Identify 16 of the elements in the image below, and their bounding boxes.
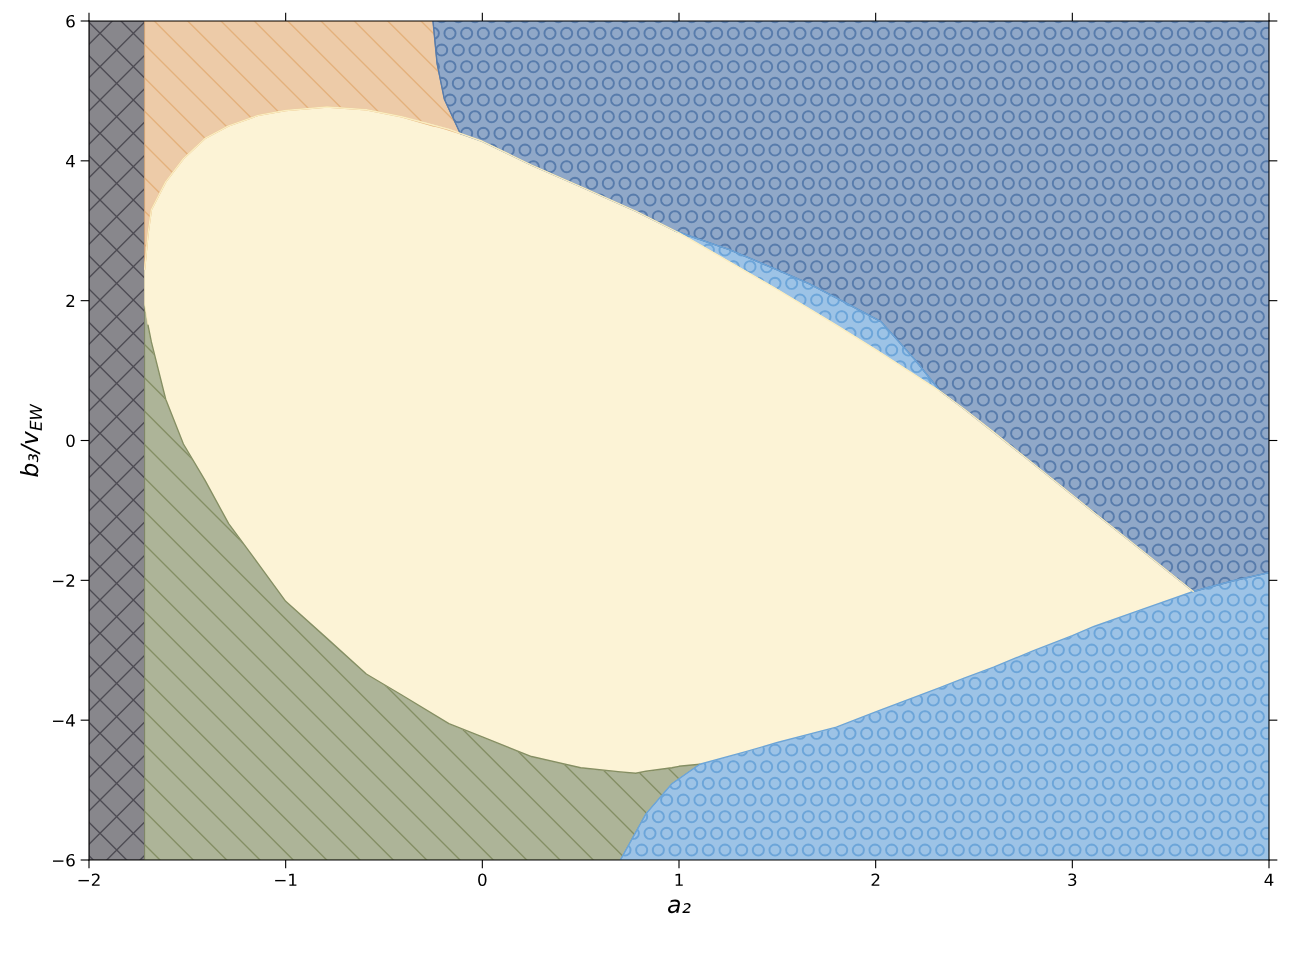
x-tick-label: 4 [1264, 873, 1274, 886]
x-tick-label: 3 [1068, 873, 1077, 887]
y-tick-label: 4 [66, 155, 75, 168]
y-tick-label: −6 [53, 853, 75, 867]
x-tick-label: 1 [675, 873, 683, 886]
y-axis-title: b₃/v$_{EW}$ [20, 403, 42, 477]
x-tick-label: −1 [275, 873, 297, 886]
x-tick-label: −2 [78, 873, 100, 886]
y-tick-label: −4 [53, 714, 75, 727]
y-tick-label: 0 [66, 434, 75, 448]
x-axis-title: a₂ [668, 899, 691, 914]
y-tick-label: −2 [53, 574, 75, 587]
x-tick-label: 2 [871, 873, 880, 886]
x-tick-label: 0 [478, 873, 487, 887]
y-tick-label: 2 [66, 294, 75, 307]
y-tick-label: 6 [66, 14, 75, 28]
